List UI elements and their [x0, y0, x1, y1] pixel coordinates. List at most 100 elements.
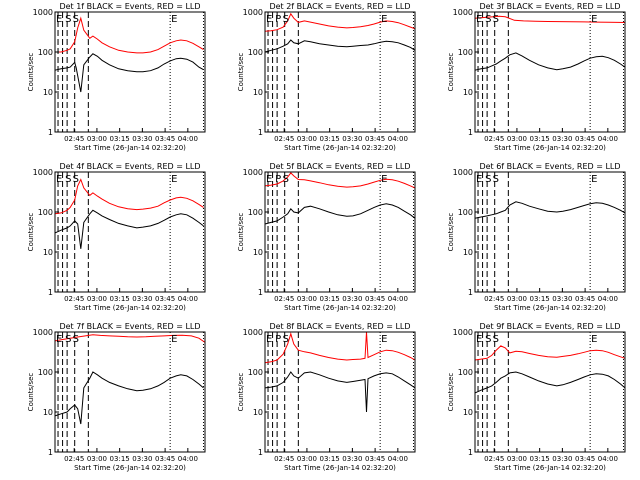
y-tick-label: 1	[48, 448, 53, 457]
interval-marker: S	[485, 334, 491, 345]
plot-frame	[474, 11, 626, 133]
y-tick-label: 1	[258, 128, 263, 137]
x-tick-label: 03:45	[575, 295, 595, 303]
interval-marker: S	[485, 174, 491, 185]
series-line-events	[474, 371, 626, 394]
x-tick-label: 04:00	[178, 135, 198, 143]
x-tick-label: 03:00	[297, 135, 317, 143]
x-tick-label: 03:15	[110, 295, 130, 303]
y-tick-label: 1	[468, 128, 473, 137]
interval-marker: E	[171, 334, 177, 345]
x-tick-label: 03:30	[342, 455, 362, 463]
interval-marker: E	[381, 14, 387, 25]
plot-frame	[54, 11, 206, 133]
y-tick-label: 1000	[243, 328, 263, 337]
interval-marker: P	[275, 174, 281, 185]
x-tick-label: 03:45	[365, 455, 385, 463]
x-tick-label: 03:30	[132, 295, 152, 303]
interval-marker: S	[493, 334, 499, 345]
x-axis-label: Start Time (26-Jan-14 02:32:20)	[494, 464, 606, 472]
y-tick-label: 100	[248, 368, 263, 377]
panel-title: Det 5f BLACK = Events, RED = LLD	[269, 162, 410, 171]
panel-det-9: Det 9f BLACK = Events, RED = LLD 1 10 100 10…	[447, 322, 626, 472]
y-tick-label: 100	[458, 368, 473, 377]
y-tick-label: 1	[48, 288, 53, 297]
y-tick-label: 10	[463, 88, 473, 97]
plot-frame	[54, 331, 206, 453]
x-tick-label: 03:00	[87, 135, 107, 143]
interval-marker: E	[56, 14, 62, 25]
y-tick-label: 100	[248, 48, 263, 57]
x-tick-label: 02:45	[274, 295, 294, 303]
x-tick-label: 03:45	[575, 135, 595, 143]
x-tick-label: 02:45	[484, 135, 504, 143]
y-axis-label: Counts/sec	[27, 53, 35, 92]
interval-marker: E	[476, 334, 482, 345]
interval-marker: S	[283, 334, 289, 345]
y-tick-label: 10	[253, 248, 263, 257]
panel-title: Det 6f BLACK = Events, RED = LLD	[479, 162, 620, 171]
series-line-events	[474, 52, 626, 71]
x-tick-label: 03:15	[320, 455, 340, 463]
plot-frame	[264, 11, 416, 133]
series-line-lld	[474, 345, 626, 361]
x-tick-label: 03:15	[110, 135, 130, 143]
plot-frame	[264, 331, 416, 453]
x-tick-label: 04:00	[388, 135, 408, 143]
x-axis-label: Start Time (26-Jan-14 02:32:20)	[74, 304, 186, 312]
series-line-lld	[55, 16, 204, 54]
y-tick-label: 1	[468, 288, 473, 297]
y-tick-label: 1	[258, 288, 263, 297]
interval-marker: S	[65, 334, 71, 345]
series-line-lld	[54, 334, 206, 343]
x-tick-label: 04:00	[598, 295, 618, 303]
interval-marker: E	[591, 334, 597, 345]
x-tick-label: 03:45	[155, 455, 175, 463]
y-axis-label: Counts/sec	[237, 53, 245, 92]
x-tick-label: 04:00	[598, 135, 618, 143]
series-line-lld	[54, 178, 204, 215]
x-tick-label: 03:15	[530, 295, 550, 303]
plot-frame	[474, 331, 626, 453]
panel-det-4: Det 4f BLACK = Events, RED = LLD 1 10 100 10…	[27, 162, 206, 312]
y-axis-label: Counts/sec	[27, 373, 35, 412]
y-tick-label: 1000	[243, 8, 263, 17]
interval-marker: E	[171, 14, 177, 25]
y-tick-label: 1	[48, 128, 53, 137]
series-line-events	[54, 371, 204, 425]
series-line-lld	[264, 331, 416, 364]
series-line-lld	[264, 172, 416, 189]
panel-title: Det 4f BLACK = Events, RED = LLD	[59, 162, 200, 171]
x-tick-label: 03:45	[365, 135, 385, 143]
x-tick-label: 04:00	[388, 455, 408, 463]
x-tick-label: 02:45	[64, 295, 84, 303]
y-axis-label: Counts/sec	[237, 213, 245, 252]
interval-marker: E	[381, 334, 387, 345]
x-tick-label: 02:45	[64, 135, 84, 143]
interval-marker: E	[266, 14, 272, 25]
x-tick-label: 03:30	[342, 135, 362, 143]
x-tick-label: 03:15	[320, 135, 340, 143]
interval-marker: E	[171, 174, 177, 185]
panel-det-8: Det 8f BLACK = Events, RED = LLD 1 10 100 10…	[237, 322, 416, 472]
y-tick-label: 100	[38, 368, 53, 377]
interval-marker: E	[56, 174, 62, 185]
panel-det-1: Det 1f BLACK = Events, RED = LLD 1 10 100 10…	[27, 2, 206, 152]
x-axis-label: Start Time (26-Jan-14 02:32:20)	[74, 464, 186, 472]
y-axis-label: Counts/sec	[237, 373, 245, 412]
x-tick-label: 04:00	[178, 455, 198, 463]
y-tick-label: 10	[253, 408, 263, 417]
x-tick-label: 03:00	[87, 455, 107, 463]
y-tick-label: 1000	[453, 328, 473, 337]
x-tick-label: 03:00	[297, 295, 317, 303]
x-tick-label: 02:45	[484, 295, 504, 303]
panel-title: Det 1f BLACK = Events, RED = LLD	[59, 2, 200, 11]
plot-frame	[54, 171, 206, 293]
interval-marker: E	[381, 174, 387, 185]
interval-marker: S	[73, 334, 79, 345]
x-tick-label: 03:45	[575, 455, 595, 463]
series-line-events	[264, 39, 416, 53]
interval-marker: S	[493, 174, 499, 185]
x-tick-label: 03:00	[507, 455, 527, 463]
y-tick-label: 1000	[33, 8, 53, 17]
